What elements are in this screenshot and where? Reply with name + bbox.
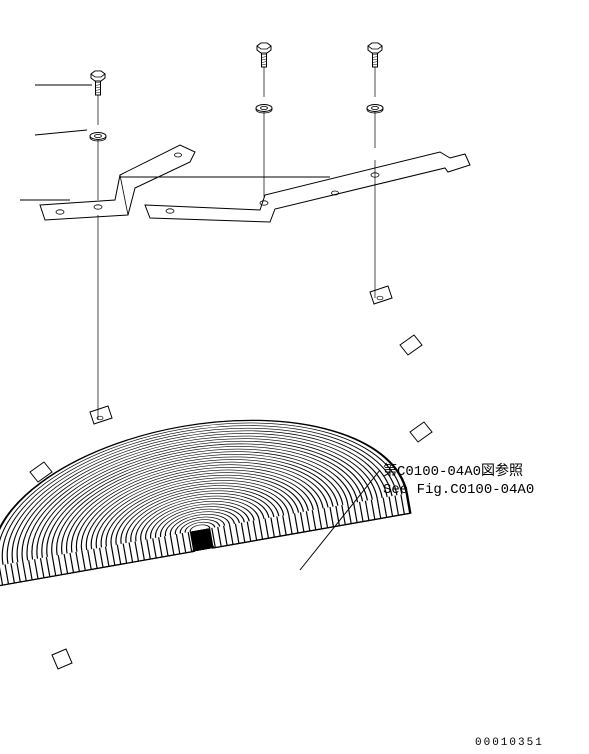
exploded-view-diagram: 第C0100-04A0図参照 See Fig.C0100-04A0 000103… <box>0 0 589 754</box>
washers <box>90 105 383 142</box>
figure-ref-en: See Fig.C0100-04A0 <box>383 482 534 498</box>
figure-ref-jp: 第C0100-04A0図参照 <box>383 462 523 480</box>
callout-lines <box>20 85 330 200</box>
bolts <box>91 43 382 95</box>
assembly-lines <box>98 67 375 420</box>
plate-long <box>145 152 470 222</box>
fan-guard <box>0 390 410 586</box>
drawing-number: 00010351 <box>475 737 544 749</box>
